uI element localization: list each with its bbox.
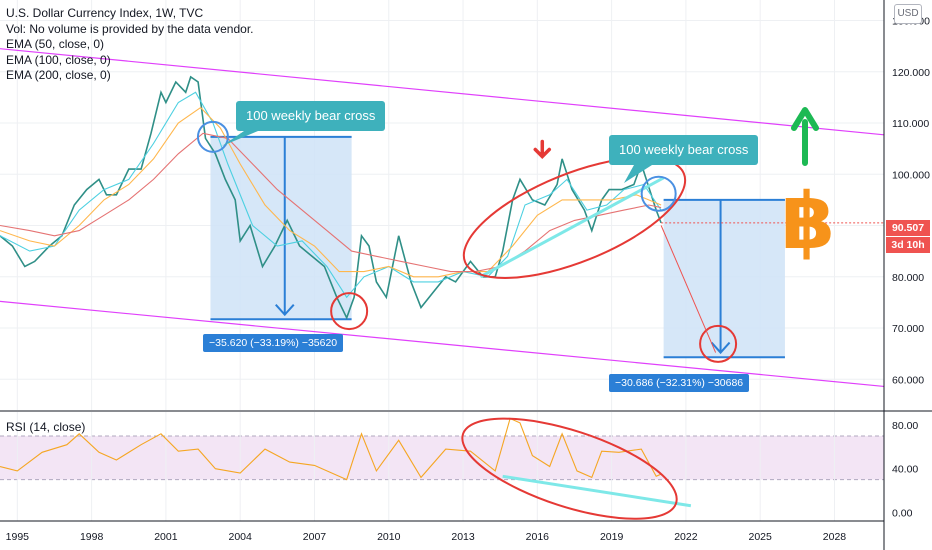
callout-pointer-right [624,165,652,183]
callout-left[interactable]: 100 weekly bear cross [236,101,386,131]
rsi-tick-label: 80.00 [892,420,918,432]
channel-upper [0,48,885,136]
price-tick-label: 80.000 [892,272,924,284]
rsi-band [0,435,884,480]
callout-pointer-left [222,131,258,146]
measure-boxes [210,135,785,359]
chart-legend: U.S. Dollar Currency Index, 1W, TVC Vol:… [6,6,253,84]
ema200-line [0,132,662,273]
measure-box-left [210,136,352,320]
rsi-highlight-ellipse [461,417,678,520]
callout-right[interactable]: 100 weekly bear cross [609,135,759,165]
rsi-trendline [502,474,692,508]
legend-ema200[interactable]: EMA (200, close, 0) [6,68,111,82]
time-tick-label: 2001 [154,531,178,543]
time-tick-label: 2010 [377,531,401,543]
ema50-line [0,91,662,299]
measure-arrow-right [710,199,731,355]
time-tick-label: 2004 [229,531,253,543]
currency-button[interactable]: USD [894,4,922,24]
legend-ema100[interactable]: EMA (100, close, 0) [6,52,111,67]
price-tick-label: 70.000 [892,323,924,335]
bear-cross-circle-left [196,120,229,153]
legend-ema50[interactable]: EMA (50, close, 0) [6,37,105,51]
time-tick-label: 1998 [80,531,104,543]
price-line [0,75,662,320]
time-tick-label: 2007 [303,531,327,543]
projection-line [660,225,717,353]
last-price-tag: 90.507 [886,220,930,236]
legend-title[interactable]: U.S. Dollar Currency Index, 1W, TVC [6,6,204,20]
time-tick-label: 2028 [823,531,847,543]
time-tick-label: 2025 [749,531,773,543]
measure-label-left[interactable]: −35.620 (−33.19%) −35620 [203,334,344,352]
price-channel [0,48,885,388]
rsi-legend[interactable]: RSI (14, close) [6,420,86,434]
measure-label-right[interactable]: −30.686 (−32.31%) −30686 [609,374,750,392]
price-highlight-ellipse [462,156,687,279]
bear-cross-circle-right [640,175,677,212]
target-highlight-circle [699,324,738,363]
time-tick-label: 2019 [600,531,624,543]
rsi-tick-label: 0.00 [892,507,913,519]
price-tick-label: 100.000 [892,169,930,181]
bottom-highlight-circle [330,292,369,331]
bar-countdown-tag: 3d 10h [886,237,930,253]
ema100-line [0,106,662,278]
price-tick-label: 110.000 [892,118,929,130]
up-arrow-icon [791,107,819,166]
grid [0,0,884,521]
time-tick-label: 2016 [526,531,550,543]
legend-volume-note: Vol: No volume is provided by the data v… [6,21,254,36]
channel-lower [0,300,885,388]
time-tick-label: 2022 [674,531,698,543]
time-tick-label: 2013 [451,531,475,543]
down-arrow-icon [533,139,552,159]
bitcoin-icon: ฿ [781,177,835,267]
price-tick-label: 120.000 [892,67,930,79]
icons: ฿ [781,107,835,267]
rsi-tick-label: 40.00 [892,464,918,476]
price-tick-label: 60.000 [892,374,924,386]
rsi-line [0,417,662,481]
time-tick-label: 1995 [6,531,30,543]
price-series [0,75,884,481]
measure-box-right [663,199,785,358]
drawings [196,120,738,520]
support-trendline [479,176,665,279]
